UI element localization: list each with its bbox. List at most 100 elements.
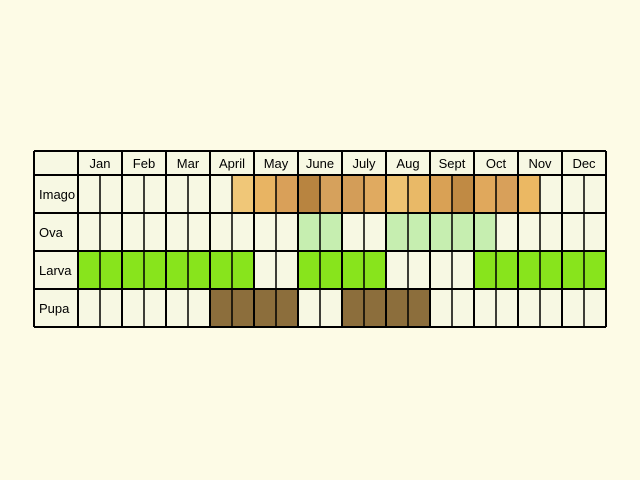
cell-ova-5	[188, 213, 210, 251]
cell-ova-12	[342, 213, 364, 251]
month-header-4: May	[264, 156, 289, 171]
cell-pupa-0	[78, 289, 100, 327]
cell-pupa-8	[254, 289, 276, 327]
cell-ova-13	[364, 213, 386, 251]
cell-ova-9	[276, 213, 298, 251]
cell-larva-21	[540, 251, 562, 289]
cell-pupa-23	[584, 289, 606, 327]
month-header-11: Dec	[572, 156, 596, 171]
cell-ova-4	[166, 213, 188, 251]
cell-larva-6	[210, 251, 232, 289]
cell-larva-12	[342, 251, 364, 289]
month-header-6: July	[352, 156, 376, 171]
cell-imago-16	[430, 175, 452, 213]
cell-ova-16	[430, 213, 452, 251]
stage-label-imago: Imago	[39, 187, 75, 202]
cell-imago-8	[254, 175, 276, 213]
cell-pupa-12	[342, 289, 364, 327]
cell-imago-21	[540, 175, 562, 213]
cell-larva-22	[562, 251, 584, 289]
cell-imago-9	[276, 175, 298, 213]
cell-ova-18	[474, 213, 496, 251]
cell-larva-20	[518, 251, 540, 289]
cell-imago-3	[144, 175, 166, 213]
cell-larva-7	[232, 251, 254, 289]
cell-imago-0	[78, 175, 100, 213]
cell-pupa-6	[210, 289, 232, 327]
month-header-5: June	[306, 156, 334, 171]
cell-pupa-19	[496, 289, 518, 327]
cell-ova-23	[584, 213, 606, 251]
cell-imago-22	[562, 175, 584, 213]
stage-label-ova: Ova	[39, 225, 64, 240]
cell-pupa-11	[320, 289, 342, 327]
cell-pupa-1	[100, 289, 122, 327]
cell-pupa-4	[166, 289, 188, 327]
cell-pupa-20	[518, 289, 540, 327]
cell-ova-0	[78, 213, 100, 251]
cell-larva-0	[78, 251, 100, 289]
cell-ova-10	[298, 213, 320, 251]
cell-imago-19	[496, 175, 518, 213]
cell-larva-4	[166, 251, 188, 289]
cell-ova-21	[540, 213, 562, 251]
cell-imago-2	[122, 175, 144, 213]
cell-ova-14	[386, 213, 408, 251]
cell-pupa-22	[562, 289, 584, 327]
cell-larva-13	[364, 251, 386, 289]
cell-imago-7	[232, 175, 254, 213]
cell-imago-12	[342, 175, 364, 213]
cell-larva-8	[254, 251, 276, 289]
cell-ova-20	[518, 213, 540, 251]
cell-imago-15	[408, 175, 430, 213]
cell-pupa-9	[276, 289, 298, 327]
cell-larva-2	[122, 251, 144, 289]
cell-pupa-3	[144, 289, 166, 327]
cell-pupa-17	[452, 289, 474, 327]
cell-imago-1	[100, 175, 122, 213]
cell-ova-2	[122, 213, 144, 251]
cell-larva-10	[298, 251, 320, 289]
cell-larva-5	[188, 251, 210, 289]
cell-ova-15	[408, 213, 430, 251]
cell-pupa-18	[474, 289, 496, 327]
cell-larva-14	[386, 251, 408, 289]
cell-imago-10	[298, 175, 320, 213]
cell-pupa-15	[408, 289, 430, 327]
cell-imago-17	[452, 175, 474, 213]
cell-ova-11	[320, 213, 342, 251]
month-header-10: Nov	[528, 156, 552, 171]
cell-larva-1	[100, 251, 122, 289]
cell-imago-14	[386, 175, 408, 213]
cell-larva-19	[496, 251, 518, 289]
cell-pupa-14	[386, 289, 408, 327]
month-header-9: Oct	[486, 156, 507, 171]
cell-pupa-16	[430, 289, 452, 327]
month-header-1: Feb	[133, 156, 155, 171]
cell-larva-9	[276, 251, 298, 289]
cell-larva-11	[320, 251, 342, 289]
cell-imago-11	[320, 175, 342, 213]
cell-imago-18	[474, 175, 496, 213]
cell-imago-13	[364, 175, 386, 213]
cell-pupa-13	[364, 289, 386, 327]
cell-larva-16	[430, 251, 452, 289]
month-header-3: April	[219, 156, 245, 171]
cell-imago-5	[188, 175, 210, 213]
cell-larva-17	[452, 251, 474, 289]
cell-ova-19	[496, 213, 518, 251]
cell-pupa-21	[540, 289, 562, 327]
month-header-0: Jan	[90, 156, 111, 171]
cell-larva-3	[144, 251, 166, 289]
cell-larva-18	[474, 251, 496, 289]
cell-pupa-2	[122, 289, 144, 327]
cell-imago-20	[518, 175, 540, 213]
cell-imago-4	[166, 175, 188, 213]
cell-imago-23	[584, 175, 606, 213]
cell-larva-23	[584, 251, 606, 289]
cell-ova-3	[144, 213, 166, 251]
cell-ova-8	[254, 213, 276, 251]
month-header-2: Mar	[177, 156, 200, 171]
